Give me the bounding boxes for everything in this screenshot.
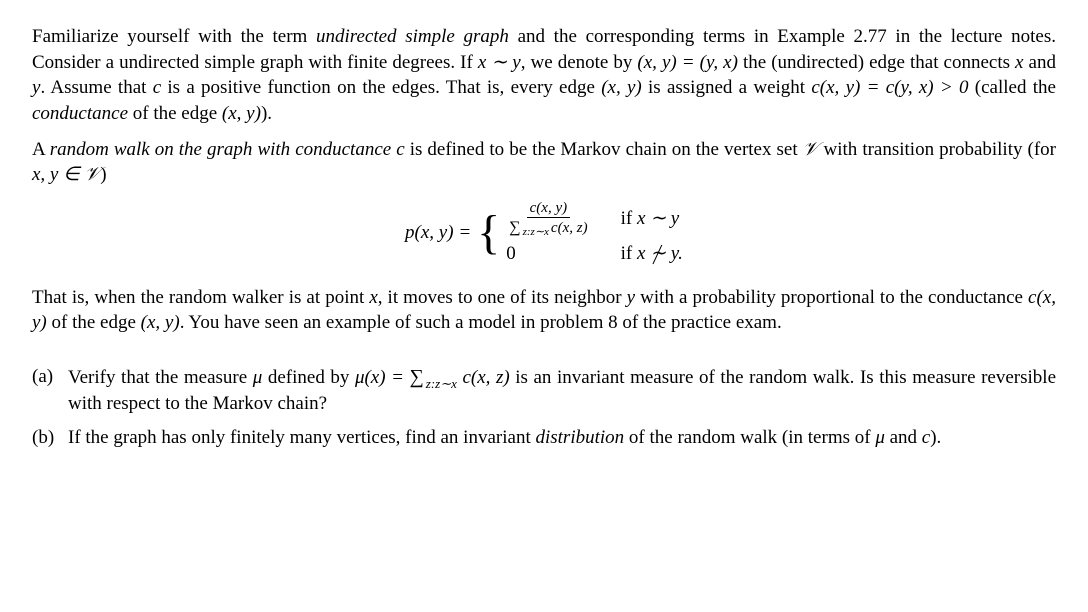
- text: with a probability proportional to the c…: [635, 287, 1028, 308]
- text: , we denote by: [521, 52, 638, 73]
- text: and: [1023, 52, 1055, 73]
- formula-condition-2: if x ∼ y.: [621, 241, 683, 267]
- text: of the random walk (in terms of: [624, 427, 875, 448]
- formula-condition-1: if x ∼ y: [621, 206, 683, 232]
- formula-lhs: p(x, y) =: [405, 220, 471, 246]
- text: . Assume that: [40, 77, 152, 98]
- math: x ∼ y: [478, 52, 521, 73]
- text: with transition probability (for: [818, 139, 1056, 160]
- math: (x, y): [601, 77, 642, 98]
- paragraph-random-walk-def: A random walk on the graph with conducta…: [32, 137, 1056, 188]
- term-conductance: conductance: [32, 103, 128, 124]
- math: μ(x) =: [355, 367, 410, 388]
- text: If the graph has only finitely many vert…: [68, 427, 535, 448]
- sum-subscript: z:z∼x: [523, 226, 549, 238]
- math: μ: [253, 367, 263, 388]
- text: . You have seen an example of such a mod…: [180, 312, 782, 333]
- text: ).: [261, 103, 272, 124]
- paragraph-definitions: Familiarize yourself with the term undir…: [32, 24, 1056, 127]
- math: 𝒱: [803, 139, 819, 160]
- sigma-icon: ∑: [509, 219, 520, 237]
- transition-probability-formula: p(x, y) = { c(x, y) ∑z:z∼x c(x, z) if x …: [32, 200, 1056, 267]
- text: , it moves to one of its neighbor: [378, 287, 627, 308]
- paragraph-explanation: That is, when the random walker is at po…: [32, 285, 1056, 336]
- math: μ: [875, 427, 885, 448]
- math: (x, y): [141, 312, 180, 333]
- not-adjacent-icon: ∼: [650, 241, 666, 267]
- brace-icon: {: [477, 209, 500, 257]
- term-undirected-simple-graph: undirected simple graph: [316, 26, 509, 47]
- sum-subscript: z:z∼x: [426, 375, 457, 393]
- text: and: [885, 427, 922, 448]
- text: of the edge: [47, 312, 141, 333]
- math: x: [369, 287, 377, 308]
- text: of the edge: [128, 103, 222, 124]
- formula-zero: 0: [506, 241, 590, 267]
- part-b: (b) If the graph has only finitely many …: [32, 425, 1056, 451]
- math: c: [922, 427, 930, 448]
- math: c(x, z): [457, 367, 510, 388]
- term-random-walk: random walk on the graph with conductanc…: [50, 139, 405, 160]
- formula-fraction: c(x, y) ∑z:z∼x c(x, z): [506, 200, 590, 237]
- text: Familiarize yourself with the term: [32, 26, 316, 47]
- part-b-label: (b): [32, 425, 60, 451]
- text: is a positive function on the edges. Tha…: [161, 77, 601, 98]
- text: ).: [930, 427, 941, 448]
- math: c: [153, 77, 161, 98]
- formula-numerator: c(x, y): [527, 200, 570, 219]
- text: That is, when the random walker is at po…: [32, 287, 369, 308]
- text: ): [100, 164, 106, 185]
- text: is defined to be the Markov chain on the…: [405, 139, 803, 160]
- text: is assigned a weight: [642, 77, 812, 98]
- text: A: [32, 139, 50, 160]
- term-distribution: distribution: [535, 427, 624, 448]
- question-list: (a) Verify that the measure μ defined by…: [32, 364, 1056, 450]
- text: (called the: [969, 77, 1056, 98]
- sigma-icon: ∑: [410, 364, 424, 391]
- text: defined by: [262, 367, 355, 388]
- text: Verify that the measure: [68, 367, 253, 388]
- part-a-label: (a): [32, 364, 60, 417]
- math: y: [627, 287, 635, 308]
- formula-denominator: c(x, z): [551, 220, 588, 237]
- part-a: (a) Verify that the measure μ defined by…: [32, 364, 1056, 417]
- math: c(x, y) = c(y, x) > 0: [811, 77, 968, 98]
- math: x, y ∈ 𝒱: [32, 164, 100, 185]
- text: the (undirected) edge that connects: [738, 52, 1015, 73]
- math: (x, y) = (y, x): [637, 52, 737, 73]
- math: (x, y): [222, 103, 261, 124]
